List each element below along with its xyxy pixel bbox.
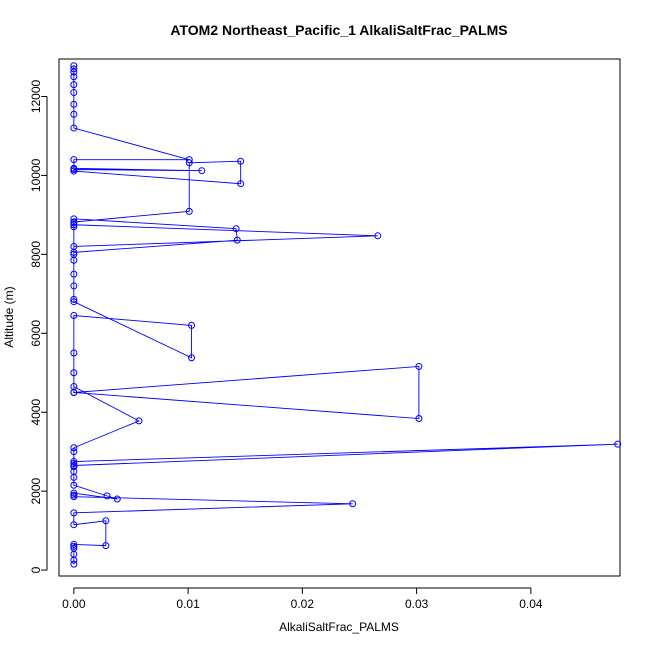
y-tick-label: 10000 [29, 158, 43, 192]
y-tick-label: 8000 [29, 241, 43, 268]
data-point [70, 491, 78, 499]
data-point [113, 495, 121, 503]
data-point [237, 180, 245, 188]
y-axis-label: Altitude (m) [2, 286, 16, 347]
data-point [233, 236, 241, 244]
data-point [185, 159, 193, 167]
data-point [70, 481, 78, 489]
data-point [70, 124, 78, 132]
data-point [198, 167, 206, 175]
data-point [70, 223, 78, 231]
data-point [70, 298, 78, 306]
data-point [70, 215, 78, 223]
series-line [73, 65, 618, 565]
data-point [188, 354, 196, 362]
data-point [70, 369, 78, 377]
y-tick-label: 6000 [29, 320, 43, 347]
plot-frame [58, 58, 621, 577]
data-point [70, 110, 78, 118]
data-point [70, 312, 78, 320]
x-tick-label: 0.01 [176, 597, 200, 611]
data-point [70, 462, 78, 469]
y-tick-label: 4000 [29, 399, 43, 426]
data-point [70, 250, 78, 258]
data-point [70, 164, 78, 172]
data-point [614, 440, 622, 448]
data-point [185, 156, 193, 164]
data-point [70, 448, 78, 456]
data-point [70, 89, 78, 97]
data-point [103, 492, 111, 500]
data-point [70, 544, 78, 552]
data-point [70, 100, 78, 108]
x-tick-label: 0.02 [291, 597, 315, 611]
data-point [415, 362, 423, 370]
data-point [70, 65, 78, 73]
x-axis-label: AlkaliSaltFrac_PALMS [279, 620, 399, 634]
data-point [70, 156, 78, 164]
data-point [70, 248, 78, 256]
data-point [70, 282, 78, 290]
data-point [70, 73, 78, 81]
data-point [232, 225, 240, 233]
data-point [70, 295, 78, 303]
data-point [70, 540, 78, 548]
data-point [102, 542, 110, 550]
data-point [70, 560, 78, 568]
data-point [70, 460, 78, 468]
x-tick-label: 0.00 [62, 597, 86, 611]
data-point [70, 349, 78, 357]
y-tick-label: 2000 [29, 477, 43, 504]
data-point [349, 500, 357, 508]
data-point [70, 218, 78, 226]
chart-title: ATOM2 Northeast_Pacific_1 AlkaliSaltFrac… [170, 22, 507, 38]
data-point [415, 415, 423, 423]
data-point [374, 232, 382, 240]
data-point [70, 270, 78, 278]
x-tick-label: 0.03 [405, 597, 429, 611]
x-tick-label: 0.04 [519, 597, 543, 611]
data-point [135, 417, 143, 425]
y-axis: 0 2000 4000 6000 8000 10000 12000 [29, 79, 48, 573]
data-series [70, 62, 622, 568]
data-point [70, 62, 78, 70]
data-point [237, 157, 245, 165]
data-point [188, 321, 196, 329]
data-point [70, 542, 78, 550]
data-point [70, 489, 78, 497]
x-axis: 0.00 0.01 0.02 0.03 0.04 [62, 587, 543, 611]
data-point [70, 509, 78, 517]
y-tick-label: 12000 [29, 79, 43, 113]
data-point [70, 388, 78, 396]
data-point [70, 521, 78, 529]
data-point [70, 81, 78, 89]
data-point [185, 207, 193, 215]
data-point [70, 458, 78, 466]
data-point [70, 444, 78, 452]
y-tick-label: 0 [29, 566, 43, 573]
data-point [102, 517, 110, 525]
